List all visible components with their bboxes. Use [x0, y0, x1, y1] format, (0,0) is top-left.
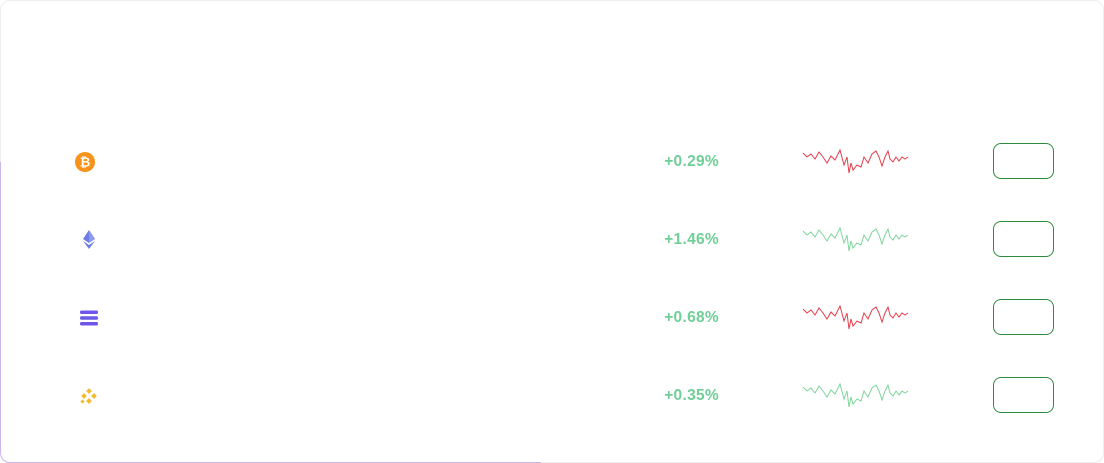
- svg-text:₿: ₿: [80, 155, 91, 170]
- sparkline-chart: [802, 304, 909, 330]
- trade-button[interactable]: [993, 377, 1054, 413]
- market-row-solana[interactable]: +0.68%: [1, 287, 1104, 347]
- sparkline-chart: [802, 148, 909, 174]
- sparkline: [802, 226, 909, 252]
- price-change: +0.29%: [664, 153, 719, 170]
- trade-button[interactable]: [993, 221, 1054, 257]
- ethereum-icon: [83, 230, 95, 249]
- trade-button[interactable]: [993, 143, 1054, 179]
- bitcoin-icon: ₿: [75, 152, 95, 172]
- market-row-binance[interactable]: +0.35%: [1, 365, 1104, 425]
- sparkline: [802, 148, 909, 174]
- sparkline-chart: [802, 382, 909, 408]
- market-row-ethereum[interactable]: +1.46%: [1, 209, 1104, 269]
- binance-icon: [80, 388, 97, 404]
- price-change: +0.68%: [664, 309, 719, 326]
- solana-icon: [80, 310, 98, 326]
- sparkline: [802, 304, 909, 330]
- market-row-bitcoin[interactable]: ₿ +0.29%: [1, 131, 1104, 191]
- price-change: +0.35%: [664, 387, 719, 404]
- sparkline: [802, 382, 909, 408]
- trade-button[interactable]: [993, 299, 1054, 335]
- sparkline-chart: [802, 226, 909, 252]
- price-change: +1.46%: [664, 231, 719, 248]
